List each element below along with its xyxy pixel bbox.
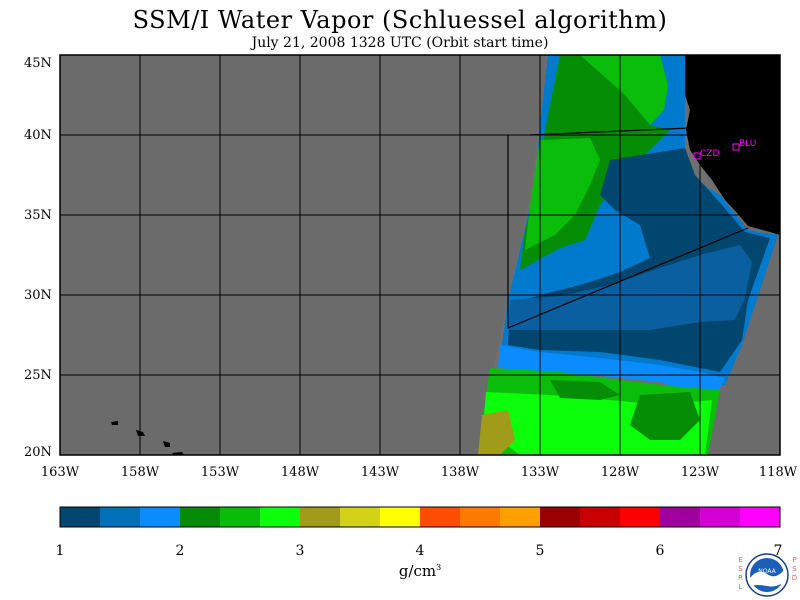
colorbar-swatch bbox=[740, 507, 780, 527]
colorbar-swatch bbox=[60, 507, 100, 527]
lon-label-133w: 133W bbox=[521, 465, 560, 480]
lon-label-138w: 138W bbox=[441, 465, 480, 480]
colorbar-swatch bbox=[620, 507, 660, 527]
lon-label-123w: 123W bbox=[681, 465, 720, 480]
lat-label-20n: 20N bbox=[24, 445, 52, 460]
colorbar bbox=[59, 506, 781, 528]
colorbar-frame bbox=[59, 506, 781, 528]
colorbar-swatch bbox=[220, 507, 260, 527]
colorbar-tick-labels: 1 2 3 4 5 6 7 bbox=[56, 543, 783, 559]
lon-label-118w: 118W bbox=[759, 465, 798, 480]
longitude-labels: 163W 158W 153W 148W 143W 138W 133W 128W … bbox=[41, 465, 798, 480]
lat-label-30n: 30N bbox=[24, 288, 52, 303]
noaa-logo: NOAA bbox=[745, 553, 789, 597]
lon-label-143w: 143W bbox=[361, 465, 400, 480]
colorbar-swatch bbox=[260, 507, 300, 527]
station-blu: BLU bbox=[732, 139, 756, 151]
lon-label-128w: 128W bbox=[601, 465, 640, 480]
colorbar-swatch bbox=[540, 507, 580, 527]
lat-label-45n: 45N bbox=[24, 56, 52, 71]
colorbar-swatch bbox=[180, 507, 220, 527]
grid-lines bbox=[60, 55, 780, 455]
colorbar-units: g/cm3 bbox=[398, 562, 442, 580]
colorbar-swatch bbox=[420, 507, 460, 527]
colorbar-swatch bbox=[340, 507, 380, 527]
colorbar-tick-4: 4 bbox=[416, 543, 425, 559]
psd-label: PSD bbox=[791, 556, 798, 582]
colorbar-tick-5: 5 bbox=[536, 543, 545, 559]
colorbar-swatch bbox=[140, 507, 180, 527]
svg-text:BLU: BLU bbox=[739, 139, 756, 149]
lat-label-25n: 25N bbox=[24, 368, 52, 383]
colorbar-tick-7: 7 bbox=[774, 543, 783, 559]
lon-label-158w: 158W bbox=[121, 465, 160, 480]
map-plot-area: CZD BLU bbox=[59, 54, 781, 456]
latitude-labels: 45N 40N 35N 30N 25N 20N bbox=[24, 56, 52, 460]
noaa-logo-text: NOAA bbox=[758, 568, 776, 575]
colorbar-swatch bbox=[580, 507, 620, 527]
map-title: SSM/I Water Vapor (Schluessel algorithm) bbox=[132, 6, 668, 34]
station-czd: CZD bbox=[693, 149, 719, 160]
lat-label-35n: 35N bbox=[24, 208, 52, 223]
lon-label-153w: 153W bbox=[201, 465, 240, 480]
colorbar-swatch bbox=[500, 507, 540, 527]
colorbar-swatch bbox=[660, 507, 700, 527]
colorbar-swatch bbox=[380, 507, 420, 527]
colorbar-tick-2: 2 bbox=[176, 543, 185, 559]
map-frame bbox=[59, 54, 781, 456]
colorbar-swatch bbox=[460, 507, 500, 527]
lon-label-163w: 163W bbox=[41, 465, 80, 480]
lon-label-148w: 148W bbox=[281, 465, 320, 480]
analysis-region-outline bbox=[507, 135, 749, 329]
lat-label-40n: 40N bbox=[24, 128, 52, 143]
esrl-label: ESRL bbox=[738, 556, 743, 591]
map-subtitle: July 21, 2008 1328 UTC (Orbit start time… bbox=[251, 35, 549, 51]
colorbar-tick-1: 1 bbox=[56, 543, 65, 559]
colorbar-swatch bbox=[300, 507, 340, 527]
colorbar-tick-6: 6 bbox=[656, 543, 665, 559]
colorbar-swatch bbox=[100, 507, 140, 527]
svg-text:CZD: CZD bbox=[700, 149, 719, 159]
colorbar-tick-3: 3 bbox=[296, 543, 305, 559]
colorbar-swatch bbox=[700, 507, 740, 527]
